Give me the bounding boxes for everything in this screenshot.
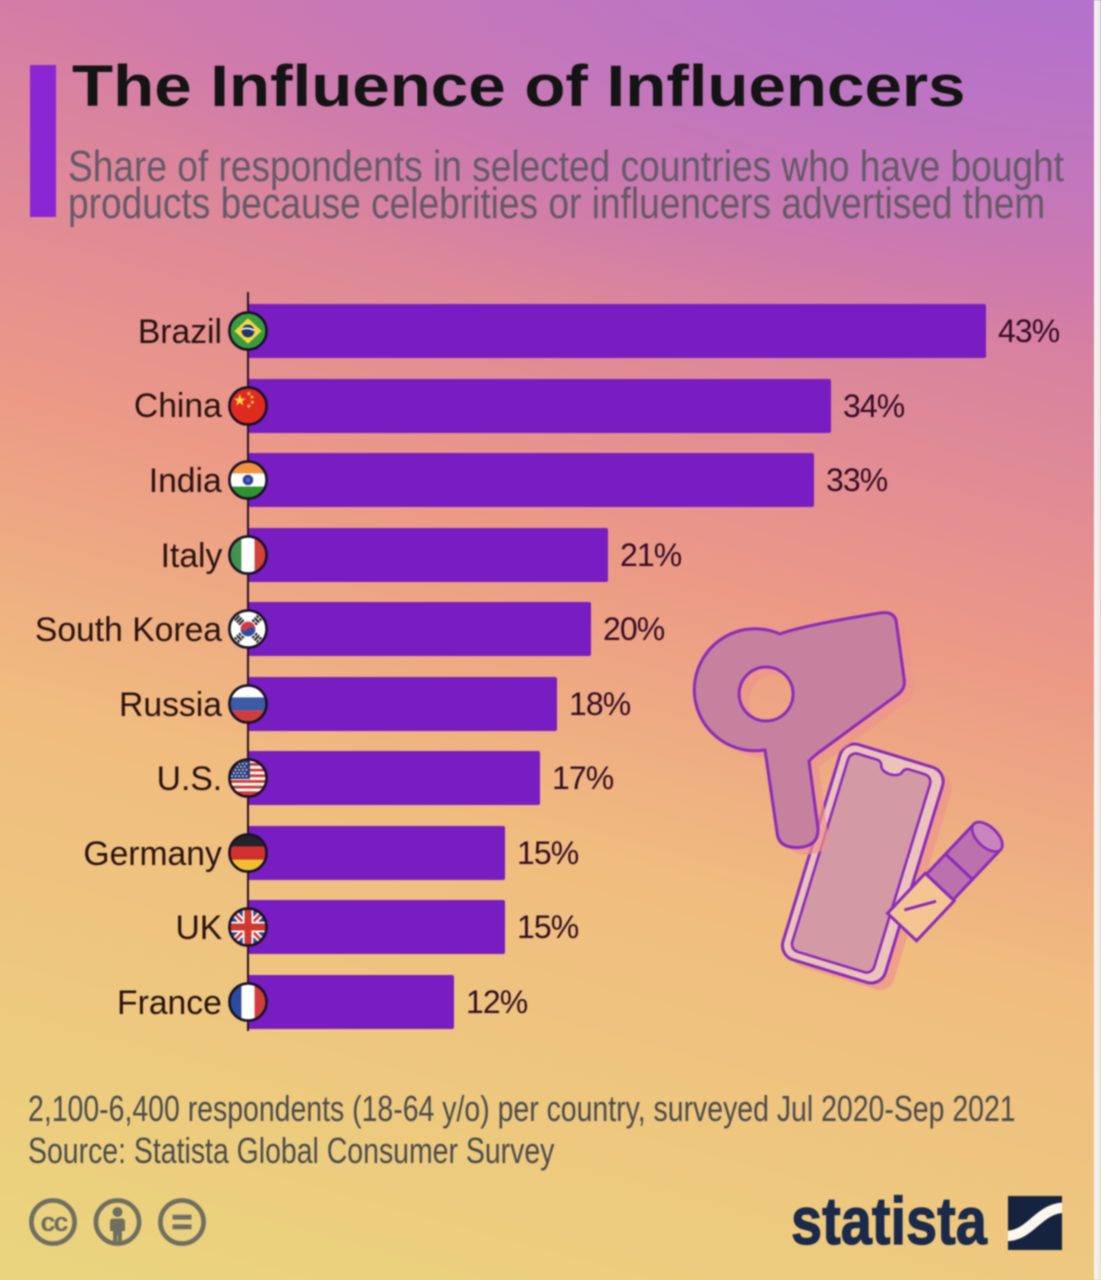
svg-text:cc: cc — [40, 1207, 68, 1237]
